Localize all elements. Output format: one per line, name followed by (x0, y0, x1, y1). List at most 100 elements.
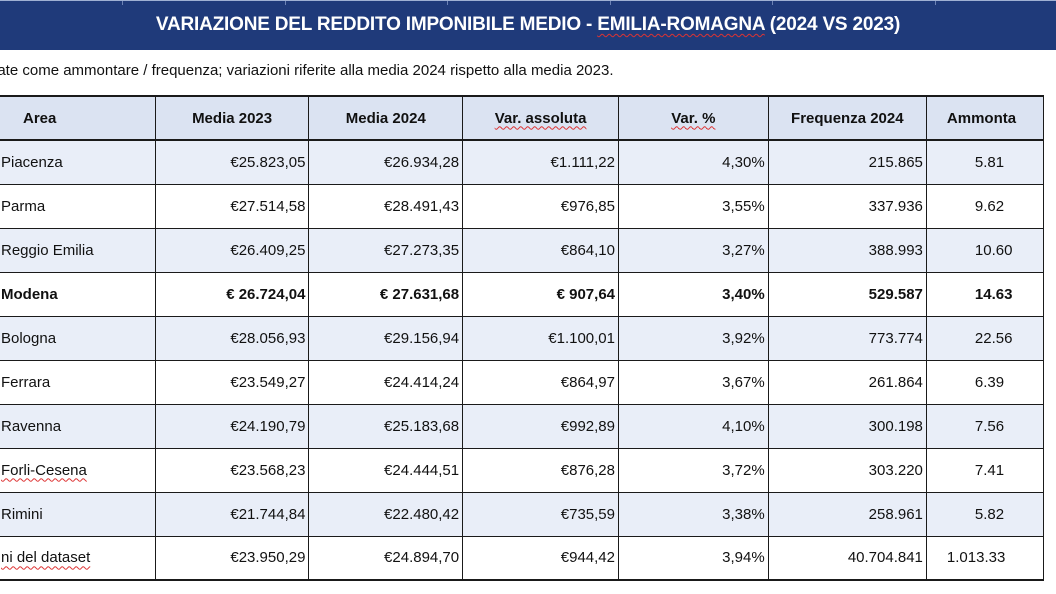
title-prefix: VARIAZIONE DEL REDDITO IMPONIBILE MEDIO … (155, 14, 598, 35)
cell-var-assoluta[interactable]: €876,28 (462, 447, 619, 493)
table-row-total: ni del dataset €23.950,29 €24.894,70 €94… (0, 535, 1045, 581)
cell-var-pct[interactable]: 3,27% (618, 227, 769, 273)
cell-ammontare[interactable]: 6.39 (925, 359, 1045, 405)
title-suffix: (2024 VS 2023) (764, 14, 901, 35)
cell-media-2024[interactable]: €26.934,28 (308, 139, 464, 185)
cell-area[interactable]: Piacenza (0, 139, 156, 185)
cell-var-assoluta[interactable]: €992,89 (462, 403, 619, 449)
cell-media-2024[interactable]: €29.156,94 (308, 315, 464, 361)
income-table: Area Media 2023 Media 2024 Var. assoluta… (0, 95, 1045, 581)
header-cell-area[interactable]: Area (0, 95, 156, 141)
cell-media-2024[interactable]: €28.491,43 (308, 183, 464, 229)
cell-area[interactable]: Modena (0, 271, 156, 317)
table-row: Ravenna €24.190,79 €25.183,68 €992,89 4,… (0, 403, 1045, 449)
cell-ammontare[interactable]: 5.81 (925, 139, 1045, 185)
cell-var-assoluta[interactable]: €944,42 (462, 535, 619, 581)
header-label-var-pct: Var. % (671, 109, 716, 127)
cell-var-assoluta[interactable]: €735,59 (462, 491, 619, 537)
header-cell-media-2024[interactable]: Media 2024 (308, 95, 464, 141)
cell-media-2024[interactable]: €22.480,42 (308, 491, 464, 537)
cell-area[interactable]: ni del dataset (0, 535, 156, 581)
cell-media-2023[interactable]: €21.744,84 (154, 491, 310, 537)
cell-var-assoluta[interactable]: € 907,64 (462, 271, 619, 317)
cell-ammontare[interactable]: 7.56 (925, 403, 1045, 449)
cell-ammontare[interactable]: 5.82 (925, 491, 1045, 537)
cell-var-assoluta[interactable]: €864,97 (462, 359, 619, 405)
cell-area[interactable]: Parma (0, 183, 156, 229)
cell-area[interactable]: Rimini (0, 491, 156, 537)
table-row: Reggio Emilia €26.409,25 €27.273,35 €864… (0, 227, 1045, 273)
cell-ammontare[interactable]: 22.56 (925, 315, 1045, 361)
table-row: Rimini €21.744,84 €22.480,42 €735,59 3,3… (0, 491, 1045, 537)
cell-area[interactable]: Bologna (0, 315, 156, 361)
cell-var-pct[interactable]: 4,30% (618, 139, 769, 185)
cell-area-label: ni del dataset (1, 549, 91, 567)
cell-ammontare[interactable]: 7.41 (925, 447, 1045, 493)
cell-var-pct[interactable]: 3,55% (618, 183, 769, 229)
cell-media-2023[interactable]: €25.823,05 (154, 139, 310, 185)
sheet-title[interactable]: VARIAZIONE DEL REDDITO IMPONIBILE MEDIO … (0, 1, 1056, 51)
cell-var-pct[interactable]: 3,67% (618, 359, 769, 405)
cell-var-assoluta[interactable]: €864,10 (462, 227, 619, 273)
cell-var-assoluta[interactable]: €976,85 (462, 183, 619, 229)
cell-ammontare[interactable]: 10.60 (925, 227, 1045, 273)
cell-area[interactable]: Ferrara (0, 359, 156, 405)
cell-var-pct[interactable]: 3,38% (618, 491, 769, 537)
cell-media-2023[interactable]: €23.568,23 (154, 447, 310, 493)
header-row: Area Media 2023 Media 2024 Var. assoluta… (0, 95, 1045, 141)
header-label-var-assoluta: Var. assoluta (494, 109, 587, 127)
cell-frequenza[interactable]: 258.961 (767, 491, 927, 537)
methodology-note[interactable]: late come ammontare / frequenza; variazi… (0, 62, 614, 79)
cell-media-2023[interactable]: €23.950,29 (154, 535, 310, 581)
table-row: Piacenza €25.823,05 €26.934,28 €1.111,22… (0, 139, 1045, 185)
header-cell-var-assoluta[interactable]: Var. assoluta (462, 95, 619, 141)
cell-media-2023[interactable]: €23.549,27 (154, 359, 310, 405)
cell-area[interactable]: Reggio Emilia (0, 227, 156, 273)
cell-ammontare[interactable]: 1.013.33 (925, 535, 1045, 581)
cell-area-label: Forli-Cesena (1, 461, 87, 479)
table-row: Parma €27.514,58 €28.491,43 €976,85 3,55… (0, 183, 1045, 229)
table-row: Forli-Cesena €23.568,23 €24.444,51 €876,… (0, 447, 1045, 493)
cell-var-assoluta[interactable]: €1.111,22 (462, 139, 619, 185)
table-row: Bologna €28.056,93 €29.156,94 €1.100,01 … (0, 315, 1045, 361)
cell-var-pct[interactable]: 3,40% (618, 271, 769, 317)
cell-media-2023[interactable]: €24.190,79 (154, 403, 310, 449)
cell-var-pct[interactable]: 3,72% (618, 447, 769, 493)
cell-media-2024[interactable]: €27.273,35 (308, 227, 464, 273)
cell-frequenza[interactable]: 773.774 (767, 315, 927, 361)
cell-media-2024[interactable]: € 27.631,68 (308, 271, 464, 317)
cell-media-2024[interactable]: €25.183,68 (308, 403, 464, 449)
cell-var-pct[interactable]: 4,10% (618, 403, 769, 449)
title-bar: VARIAZIONE DEL REDDITO IMPONIBILE MEDIO … (0, 0, 1056, 50)
cell-frequenza[interactable]: 215.865 (767, 139, 927, 185)
cell-ammontare[interactable]: 9.62 (925, 183, 1045, 229)
cell-media-2023[interactable]: €27.514,58 (154, 183, 310, 229)
cell-media-2024[interactable]: €24.444,51 (308, 447, 464, 493)
cell-media-2023[interactable]: €26.409,25 (154, 227, 310, 273)
cell-frequenza[interactable]: 303.220 (767, 447, 927, 493)
header-cell-frequenza-2024[interactable]: Frequenza 2024 (767, 95, 927, 141)
cell-media-2023[interactable]: € 26.724,04 (154, 271, 310, 317)
title-region: EMILIA-ROMAGNA (597, 14, 765, 35)
cell-media-2024[interactable]: €24.894,70 (308, 535, 464, 581)
cell-var-pct[interactable]: 3,92% (618, 315, 769, 361)
cell-frequenza[interactable]: 337.936 (767, 183, 927, 229)
cell-var-pct[interactable]: 3,94% (618, 535, 769, 581)
cell-media-2024[interactable]: €24.414,24 (308, 359, 464, 405)
cell-frequenza[interactable]: 388.993 (767, 227, 927, 273)
cell-frequenza[interactable]: 300.198 (767, 403, 927, 449)
cell-area[interactable]: Forli-Cesena (0, 447, 156, 493)
table-row-highlighted: Modena € 26.724,04 € 27.631,68 € 907,64 … (0, 271, 1045, 317)
cell-frequenza[interactable]: 261.864 (767, 359, 927, 405)
header-cell-media-2023[interactable]: Media 2023 (154, 95, 310, 141)
cell-var-assoluta[interactable]: €1.100,01 (462, 315, 619, 361)
header-cell-ammontare[interactable]: Ammonta (925, 95, 1045, 141)
header-cell-var-pct[interactable]: Var. % (618, 95, 769, 141)
cell-frequenza[interactable]: 529.587 (767, 271, 927, 317)
cell-ammontare[interactable]: 14.63 (925, 271, 1045, 317)
cell-frequenza[interactable]: 40.704.841 (767, 535, 927, 581)
cell-area[interactable]: Ravenna (0, 403, 156, 449)
cell-media-2023[interactable]: €28.056,93 (154, 315, 310, 361)
table-row: Ferrara €23.549,27 €24.414,24 €864,97 3,… (0, 359, 1045, 405)
